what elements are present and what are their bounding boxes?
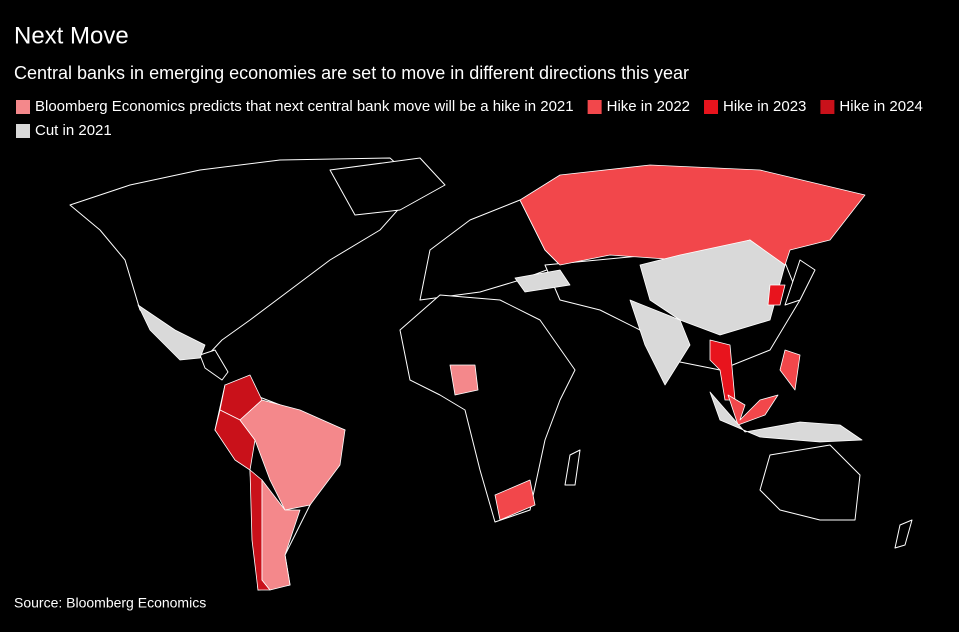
- legend-label: Hike in 2022: [607, 98, 690, 115]
- subtitle: Central banks in emerging economies are …: [14, 63, 689, 83]
- legend-item: Bloomberg Economics predicts that next c…: [16, 98, 574, 115]
- legend: Bloomberg Economics predicts that next c…: [16, 98, 923, 139]
- legend-swatch: [587, 100, 602, 114]
- title: Next Move: [14, 22, 129, 49]
- legend-item: Cut in 2021: [16, 122, 112, 139]
- legend-item: Hike in 2024: [820, 98, 923, 115]
- legend-label: Hike in 2023: [723, 98, 806, 115]
- thailand: [709, 339, 736, 401]
- central-america: [199, 349, 229, 381]
- legend-swatch: [16, 124, 30, 138]
- indonesia: [709, 391, 863, 443]
- legend-swatch: [820, 100, 835, 114]
- highlighted-countries: [137, 164, 866, 591]
- africa: [399, 294, 576, 523]
- malaysia: [727, 394, 779, 426]
- source: Source: Bloomberg Economics: [14, 595, 206, 611]
- greenland: [329, 157, 446, 216]
- legend-label: Bloomberg Economics predicts that next c…: [35, 98, 574, 115]
- south-africa: [494, 479, 536, 521]
- legend-item: Hike in 2023: [704, 98, 806, 115]
- new-zealand: [894, 519, 913, 549]
- china: [639, 239, 786, 336]
- south-korea: [767, 284, 786, 306]
- legend-swatch: [16, 100, 30, 114]
- nigeria: [449, 364, 479, 396]
- japan: [784, 259, 816, 306]
- australia: [759, 444, 861, 521]
- madagascar: [564, 449, 581, 486]
- philippines: [779, 349, 801, 391]
- legend-label: Cut in 2021: [35, 122, 112, 139]
- india: [629, 299, 691, 386]
- argentina: [261, 479, 301, 591]
- legend-swatch: [704, 100, 719, 114]
- north-america: [69, 157, 421, 359]
- brazil: [239, 399, 346, 511]
- mexico: [137, 304, 206, 361]
- turkey: [514, 269, 571, 293]
- legend-label: Hike in 2024: [839, 98, 922, 115]
- legend-item: Hike in 2022: [587, 98, 690, 115]
